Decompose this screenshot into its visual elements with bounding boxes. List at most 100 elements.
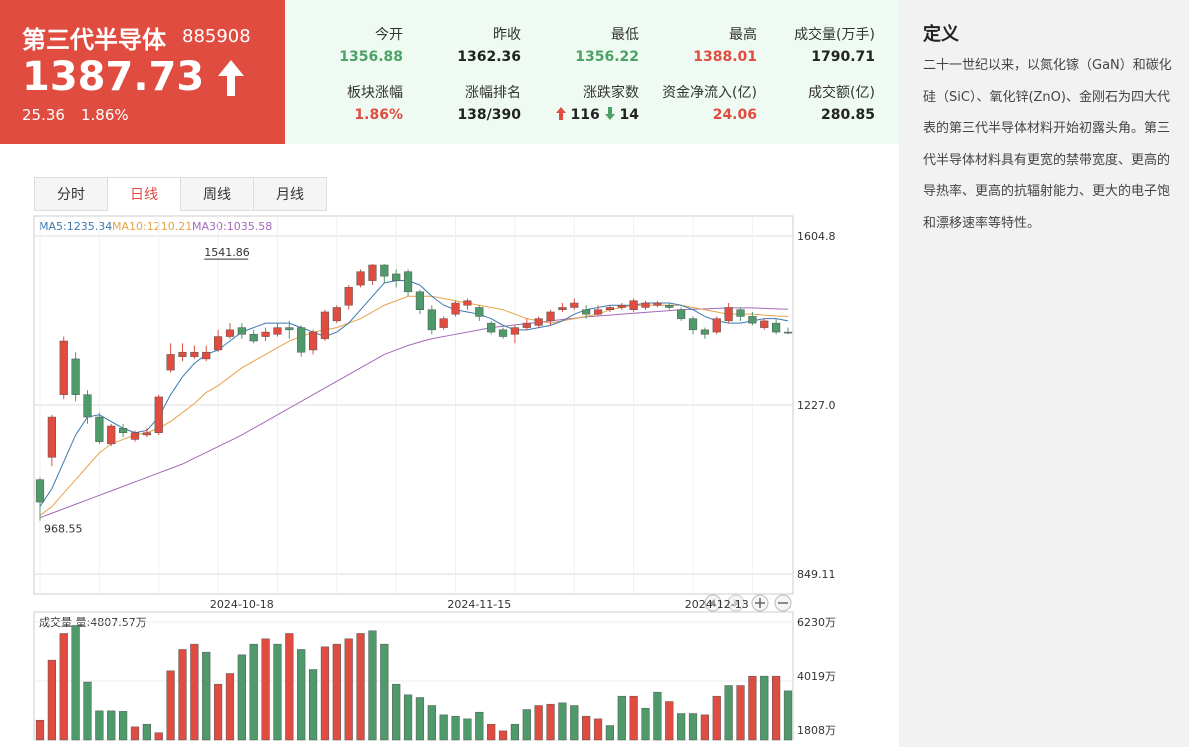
definition-title: 定义 [923, 24, 959, 45]
volume-bar [380, 643, 389, 741]
scroll-left-button[interactable] [704, 594, 722, 612]
volume-bar [546, 703, 555, 741]
candle-body [261, 331, 270, 337]
prev-close-value: 1362.36 [457, 49, 521, 65]
tab-weekly[interactable]: 周线 [180, 177, 253, 211]
candle-body [522, 322, 531, 328]
scroll-right-button[interactable] [727, 594, 745, 612]
candle-body [166, 354, 175, 371]
tab-daily[interactable]: 日线 [107, 177, 180, 211]
open-value: 1356.88 [339, 49, 403, 65]
index-name: 第三代半导体 [22, 26, 166, 54]
volume-bar [558, 702, 567, 741]
candle-body [320, 311, 330, 340]
volume-bar [368, 630, 377, 741]
vol-tick-bottom: 1808万 [797, 724, 836, 737]
candle-body [736, 309, 745, 317]
y-tick-bottom: 849.11 [797, 568, 836, 581]
volume-bar [285, 633, 294, 741]
kline-chart: MA5:1235.34 MA10:1210.21 MA30:1035.58 成交… [33, 215, 836, 741]
volume-bar [166, 670, 175, 741]
candle-body [95, 416, 104, 442]
candle-body [772, 322, 781, 333]
candle-body [534, 318, 543, 326]
volume-bar [320, 646, 330, 741]
candle-body [83, 394, 92, 418]
volume-bar [356, 633, 365, 741]
netflow-label: 资金净流入(亿) [662, 85, 757, 101]
candle-body [344, 287, 353, 306]
candle-body [712, 318, 721, 333]
down-count: 14 [619, 107, 639, 123]
volume-bar [570, 705, 579, 741]
candle-body [451, 302, 460, 315]
candle-body [190, 351, 199, 357]
volume-bar [249, 643, 258, 741]
volume-bar [427, 705, 436, 741]
volume-bar [83, 681, 92, 741]
rank-value: 138/390 [457, 107, 521, 123]
sector-change-label: 板块涨幅 [347, 85, 403, 101]
volume-bar [47, 659, 56, 741]
volume-bar [510, 723, 520, 741]
candle-body [570, 302, 579, 308]
definition-panel: 定义 二十一世纪以来，以氮化镓（GaN）和碳化硅（SiC）、氧化锌(ZnO)、金… [899, 0, 1189, 747]
volume-bar [712, 695, 721, 741]
volume-bar [119, 711, 128, 741]
amount-value: 280.85 [820, 107, 875, 123]
volume-bar [130, 726, 140, 741]
volume-bar [475, 711, 484, 741]
x-axis-label: 2024-12-13 [685, 598, 749, 611]
candle-body [154, 396, 163, 433]
candle-body [605, 307, 615, 310]
candle-body [178, 351, 187, 357]
high-annotation: 1541.86 [204, 246, 250, 259]
candle-body [427, 309, 436, 331]
volume-bar [522, 709, 531, 741]
volume-bar [225, 673, 235, 741]
volume-bar [677, 713, 686, 741]
volume-bar [273, 643, 282, 741]
tab-intraday[interactable]: 分时 [34, 177, 107, 211]
candle-body [688, 318, 698, 331]
candle-body [439, 318, 448, 328]
updown-label: 涨跌家数 [583, 85, 639, 101]
candle-body [629, 300, 638, 310]
candle-body [593, 309, 603, 315]
candle-body [35, 479, 45, 503]
candle-body [487, 322, 496, 333]
candle-body [297, 327, 306, 353]
volume-bar [213, 683, 223, 741]
candle-body [748, 316, 757, 324]
candle-body [415, 291, 425, 310]
volume-bar [534, 705, 543, 741]
zoom-in-button[interactable] [751, 594, 769, 612]
candle-body [249, 334, 258, 342]
volume-bar [190, 643, 199, 741]
volume-bar [154, 732, 163, 741]
ma5-legend: MA5:1235.34 [39, 220, 112, 233]
candle-body [380, 264, 389, 277]
candle-body [700, 329, 709, 335]
volume-bar [629, 695, 638, 741]
high-value: 1388.01 [693, 49, 757, 65]
up-count-arrow-icon [555, 107, 566, 120]
volume-bar [665, 701, 674, 741]
candle-body [107, 425, 116, 445]
candle-body [202, 351, 211, 360]
tab-monthly[interactable]: 月线 [253, 177, 327, 211]
candle-body [760, 320, 769, 328]
volume-bar [653, 691, 662, 741]
candle-body [285, 327, 294, 331]
volume-bar [107, 710, 116, 741]
candle-body [783, 331, 793, 334]
volume-bar [582, 715, 591, 741]
zoom-out-button[interactable] [774, 594, 792, 612]
candle-body [475, 307, 484, 317]
candle-body [498, 329, 508, 337]
candle-body [142, 432, 151, 436]
volume-bar [439, 714, 448, 741]
volume-bar [71, 625, 80, 741]
vol-tick-top: 6230万 [797, 616, 836, 629]
volume-bar [95, 710, 104, 741]
